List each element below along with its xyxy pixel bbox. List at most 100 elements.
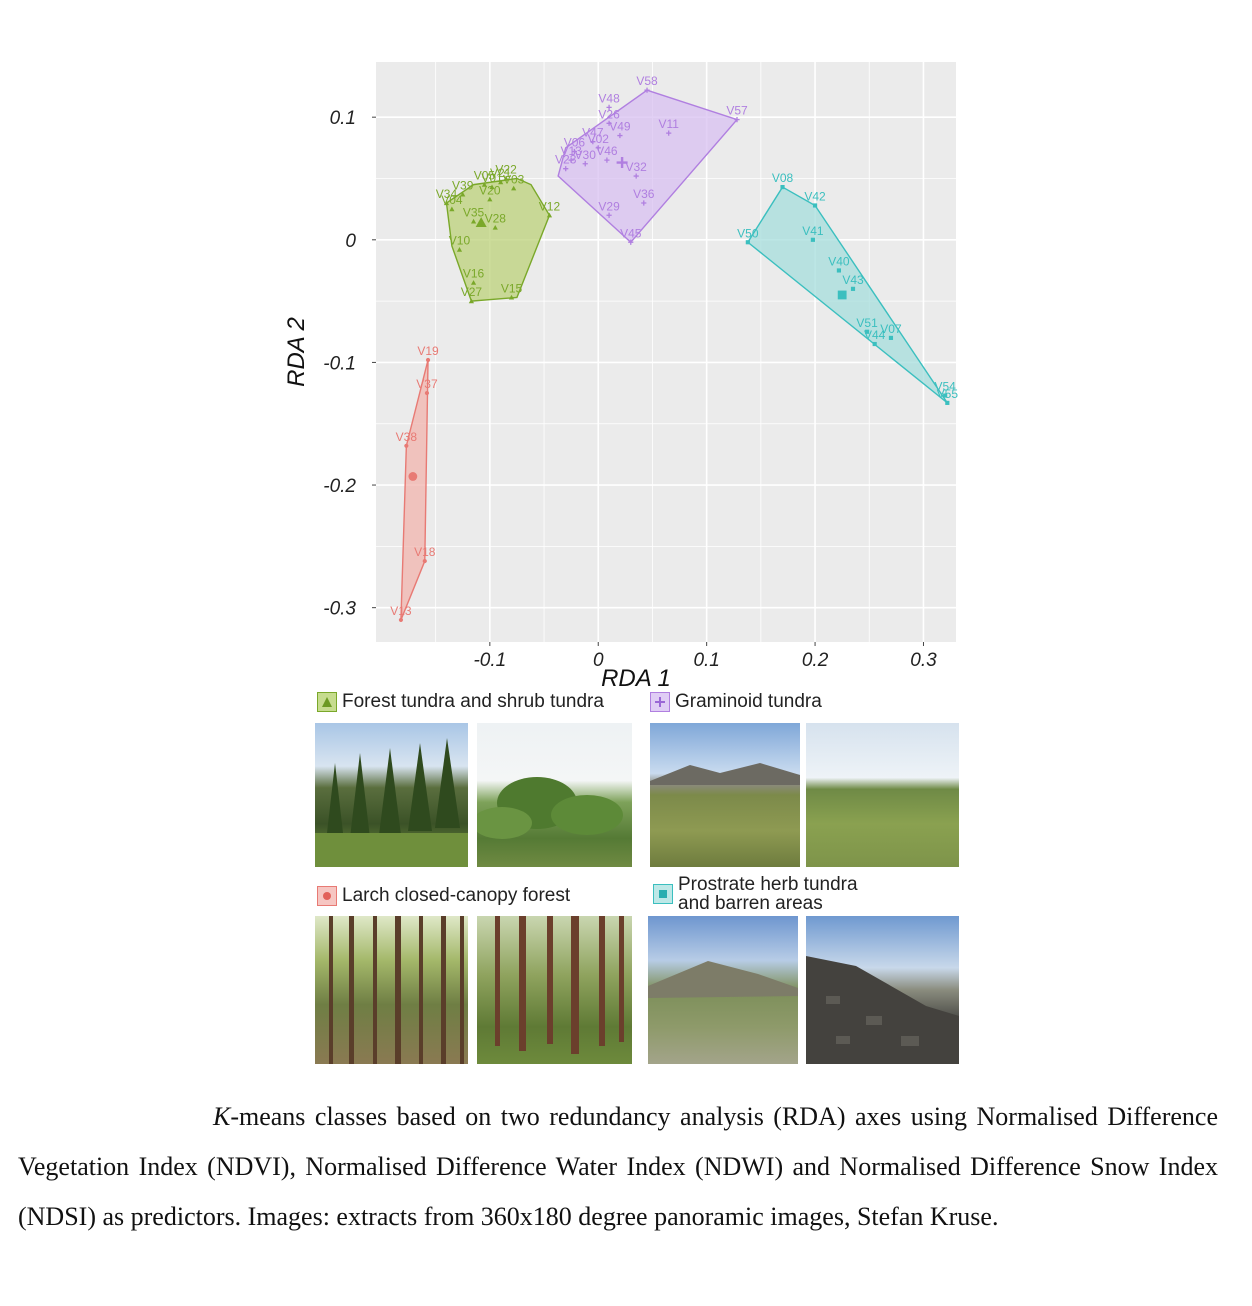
legend-item-larch: Larch closed-canopy forest [317, 885, 570, 907]
caption-italic-k: K [213, 1102, 231, 1131]
x-tick-label: 0.1 [693, 650, 719, 671]
point-label: V39 [452, 178, 474, 192]
data-point [489, 184, 495, 190]
x-tick-label: -0.1 [473, 650, 506, 671]
point-label: V02 [588, 132, 610, 146]
point-label: V06 [564, 136, 586, 150]
x-tick-label: 0.3 [910, 650, 937, 671]
point-label: V15 [501, 281, 523, 295]
data-point [456, 247, 463, 252]
point-label: V50 [737, 226, 759, 240]
point-label: V03 [503, 172, 525, 186]
legend-item-forest-tundra: Forest tundra and shrub tundra [317, 691, 604, 713]
data-point [606, 120, 612, 126]
photo-graminoid-1 [650, 723, 800, 867]
y-tick-label: -0.2 [323, 476, 356, 497]
point-label: V35 [463, 205, 485, 219]
plus-icon [650, 692, 670, 712]
point-label: V47 [582, 126, 604, 140]
cluster-centroid [837, 290, 847, 300]
data-point [865, 329, 870, 334]
point-label: V51 [856, 316, 878, 330]
figure-caption: K-means classes based on two redundancy … [18, 1092, 1218, 1242]
data-point [666, 130, 672, 136]
photo-graminoid-2 [806, 723, 959, 867]
legend-item-prostrate: Prostrate herb tundra and barren areas [653, 875, 858, 913]
square-icon [653, 884, 673, 904]
point-label: V32 [626, 160, 648, 174]
cluster-hull [445, 177, 551, 302]
photo-forest-tundra-1 [315, 723, 468, 867]
point-label: V40 [828, 254, 850, 268]
data-point [498, 179, 504, 185]
point-label: V18 [414, 545, 436, 559]
grid-lines [376, 62, 956, 642]
point-label: V11 [658, 117, 679, 131]
legend-label-graminoid: Graminoid tundra [675, 691, 822, 712]
data-point [460, 191, 466, 197]
point-label: V07 [880, 322, 902, 336]
data-point [511, 185, 517, 191]
cluster-hull [557, 89, 739, 244]
data-point [780, 184, 785, 190]
data-point [487, 196, 493, 202]
data-point [582, 161, 588, 167]
point-label: V46 [596, 144, 618, 158]
point-label: V30 [575, 148, 597, 162]
caption-text: -means classes based on two redundancy a… [18, 1102, 1218, 1231]
data-point [449, 206, 455, 212]
photo-larch-1 [315, 916, 468, 1064]
point-label: V19 [417, 344, 439, 358]
data-point [424, 390, 430, 396]
point-label: V13 [560, 144, 582, 158]
point-label: V22 [495, 162, 517, 176]
data-point [872, 341, 877, 347]
data-point [595, 145, 601, 151]
data-point [945, 400, 950, 405]
point-label: V55 [937, 387, 959, 401]
data-point [617, 132, 623, 139]
point-label: V48 [598, 91, 620, 105]
data-point [470, 280, 477, 285]
y-tick-label: -0.3 [323, 599, 356, 620]
x-axis-title: RDA 1 [601, 665, 671, 690]
data-point [590, 139, 596, 145]
point-label: V44 [864, 328, 886, 342]
data-point [745, 240, 750, 245]
point-label: V49 [609, 120, 631, 134]
data-point [641, 200, 647, 206]
triangle-icon [317, 692, 337, 712]
data-point [606, 212, 612, 218]
data-point [571, 148, 577, 155]
photo-forest-tundra-2 [477, 723, 632, 867]
data-point [943, 393, 948, 398]
data-point [812, 203, 818, 208]
point-label: V13 [390, 604, 412, 618]
legend-item-graminoid: Graminoid tundra [650, 691, 822, 713]
photo-prostrate-2 [806, 916, 959, 1064]
cluster-centroid [616, 157, 628, 169]
y-tick-label: -0.1 [323, 353, 356, 374]
data-point [810, 237, 815, 242]
point-label: V54 [934, 380, 956, 394]
data-point [563, 166, 569, 172]
data-point [404, 443, 409, 448]
data-point [398, 617, 404, 623]
cluster-hulls [400, 89, 948, 621]
data-point [888, 335, 894, 340]
point-label: V36 [633, 187, 655, 201]
y-tick-label: 0 [345, 231, 356, 252]
y-axis-title: RDA 2 [283, 317, 310, 387]
legend-label-forest-tundra: Forest tundra and shrub tundra [342, 691, 604, 712]
axes: -0.1 0 0.1 0.2 0.3 0.1 0 -0.1 -0.2 -0.3 [323, 108, 937, 671]
photo-larch-2 [477, 916, 632, 1064]
point-label: V43 [842, 273, 864, 287]
data-point [633, 173, 639, 179]
x-tick-label: 0 [593, 650, 604, 671]
data-point [606, 104, 612, 110]
point-label: V01 [481, 171, 503, 185]
cluster-centroid [408, 472, 418, 481]
point-label: V20 [479, 183, 501, 197]
point-label: V34 [436, 187, 458, 201]
point-label: V57 [726, 104, 748, 118]
